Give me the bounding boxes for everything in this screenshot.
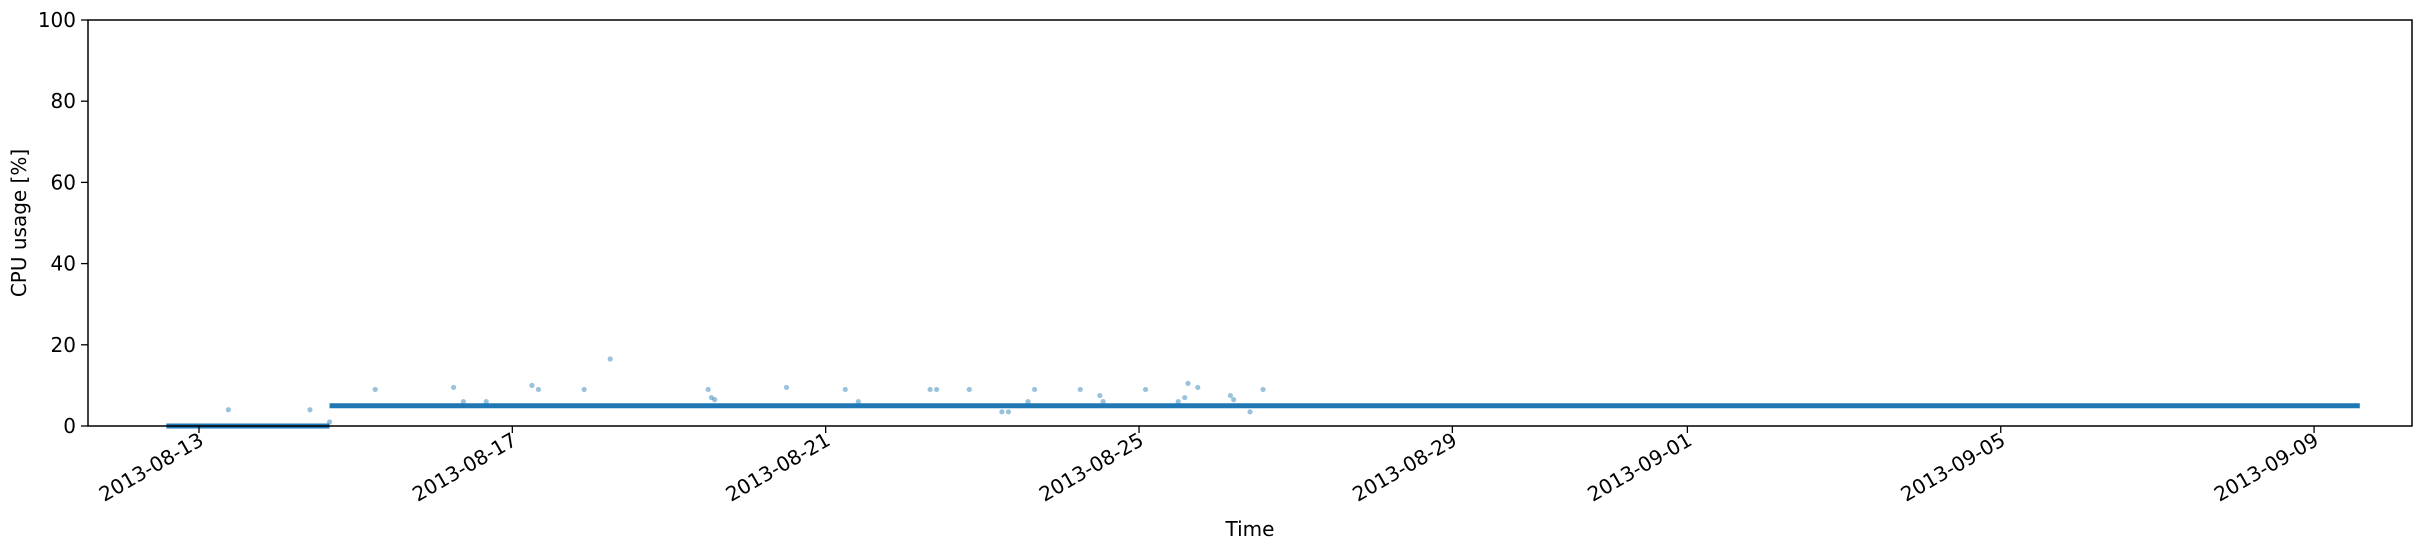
data-point <box>712 397 718 403</box>
data-point <box>1005 409 1012 415</box>
plot-frame <box>87 19 2413 427</box>
data-point <box>1031 386 1038 393</box>
x-axis-label: Time <box>1225 517 1275 541</box>
data-point <box>460 399 466 405</box>
data-point <box>1185 380 1191 386</box>
data-point <box>581 386 587 393</box>
data-point <box>999 409 1005 415</box>
data-point <box>483 399 489 405</box>
data-point <box>307 407 313 413</box>
x-tick-label: 2013-08-13 <box>95 428 208 507</box>
y-tick-label: 60 <box>51 170 76 194</box>
y-axis-label: CPU usage [%] <box>7 149 31 297</box>
data-point <box>842 386 848 393</box>
x-tick-label: 2013-09-09 <box>2210 428 2323 507</box>
data-point <box>1175 399 1181 405</box>
y-tick-label: 20 <box>51 333 76 357</box>
data-point <box>1097 392 1103 399</box>
data-point <box>855 399 861 405</box>
x-tick-label: 2013-08-21 <box>722 428 835 507</box>
data-point <box>529 382 535 388</box>
x-tick-label: 2013-08-17 <box>408 428 521 507</box>
data-point <box>450 384 457 391</box>
data-point <box>927 386 933 393</box>
data-point <box>607 356 613 362</box>
data-point <box>1100 399 1106 405</box>
data-point <box>1077 386 1083 393</box>
y-tick-label: 80 <box>51 89 76 113</box>
data-point <box>1025 399 1031 405</box>
x-tick-label: 2013-09-01 <box>1583 428 1696 507</box>
data-point <box>1142 386 1149 393</box>
y-tick-label: 40 <box>51 252 76 276</box>
data-point <box>535 386 542 393</box>
x-tick-label: 2013-08-29 <box>1348 428 1461 507</box>
x-axis: 2013-08-13 2013-08-17 2013-08-21 2013-08-25… <box>95 426 2323 506</box>
data-point <box>1227 392 1234 399</box>
data-point <box>708 394 715 401</box>
data-point <box>326 419 333 425</box>
data-point <box>1247 409 1253 415</box>
data-point <box>934 386 940 393</box>
data-point <box>1231 397 1237 403</box>
x-tick-label: 2013-08-25 <box>1035 428 1148 507</box>
y-tick-label: 100 <box>38 8 76 32</box>
y-tick-label: 0 <box>63 414 76 438</box>
data-point <box>966 386 972 393</box>
data-point <box>225 407 231 413</box>
x-tick-label: 2013-09-05 <box>1897 428 2010 507</box>
data-point <box>783 384 790 391</box>
data-point <box>372 386 378 393</box>
data-point <box>1182 394 1188 401</box>
data-point <box>1195 384 1201 391</box>
data-point <box>705 386 711 393</box>
plot-marks <box>166 356 2360 429</box>
y-axis: 0 20 40 60 80 100 <box>38 8 88 438</box>
data-point <box>1260 386 1266 393</box>
